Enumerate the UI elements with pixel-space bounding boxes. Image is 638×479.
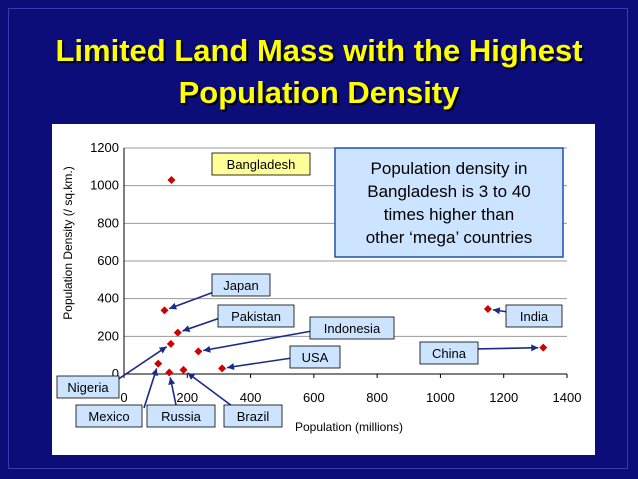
label-china: China	[419, 341, 479, 365]
x-tick-label: 1200	[489, 390, 518, 405]
label-box	[211, 152, 311, 176]
x-tick-labels: 0 200 400 600 800 1000 1200 1400	[120, 390, 581, 405]
title-line-1: Limited Land Mass with the Highest	[55, 33, 583, 68]
label-box	[419, 341, 479, 365]
arrowhead-japan	[169, 302, 177, 310]
x-tick-label: 600	[303, 390, 325, 405]
arrowhead-india	[492, 307, 501, 315]
label-mexico: Mexico	[75, 404, 143, 428]
label-brazil: Brazil	[223, 404, 283, 428]
annotation-box-bg	[334, 147, 564, 258]
x-tick-label: 800	[366, 390, 388, 405]
callout-arrows	[116, 291, 539, 409]
arrowhead-pakistan	[182, 325, 191, 332]
arrow-japan	[168, 291, 215, 310]
label-text: China	[432, 346, 467, 361]
arrowhead-mexico	[151, 368, 158, 377]
point-japan	[160, 306, 169, 315]
label-text: Japan	[223, 278, 258, 293]
label-text: USA	[302, 350, 329, 365]
x-tick-label: 1400	[553, 390, 582, 405]
label-pakistan: Pakistan	[217, 304, 295, 328]
arrow-indonesia	[203, 330, 313, 352]
label-box	[289, 345, 341, 369]
label-text: India	[520, 309, 549, 324]
label-box	[505, 304, 563, 328]
slide-title: Limited Land Mass with the Highest Popul…	[0, 30, 638, 114]
x-tick-label: 200	[176, 390, 198, 405]
point-bangladesh	[167, 176, 176, 185]
y-tick-label: 800	[97, 215, 119, 230]
arrowhead-china	[531, 344, 539, 352]
point-indonesia	[194, 347, 203, 356]
y-tick-label: 600	[97, 253, 119, 268]
y-tick-label: 0	[112, 366, 119, 381]
x-tick-label: 1000	[426, 390, 455, 405]
label-text: Nigeria	[67, 380, 109, 395]
arrow-nigeria	[116, 345, 168, 381]
annotation-box: Population density in Bangladesh is 3 to …	[334, 147, 564, 258]
label-india: India	[505, 304, 563, 328]
point-usa	[218, 364, 227, 373]
label-japan: Japan	[211, 273, 271, 297]
arrow-brazil	[187, 372, 233, 407]
y-tick-label: 1200	[90, 140, 119, 155]
arrowhead-indonesia	[203, 345, 211, 353]
label-text: Russia	[161, 409, 202, 424]
label-text: Bangladesh	[227, 157, 296, 172]
y-axis-title: Population Density (/ sq.km.)	[61, 166, 75, 319]
x-tick-label: 400	[240, 390, 262, 405]
point-india	[483, 305, 492, 314]
label-russia: Russia	[146, 404, 216, 428]
point-labels: Bangladesh Japan Pakistan Indonesia USA China…	[56, 152, 563, 428]
point-pakistan	[173, 328, 182, 337]
label-text: Indonesia	[324, 321, 381, 336]
label-text: Brazil	[237, 409, 270, 424]
label-box	[223, 404, 283, 428]
arrowhead-nigeria	[158, 346, 167, 354]
label-box	[146, 404, 216, 428]
label-text: Pakistan	[231, 309, 281, 324]
annotation-line: other ‘mega’ countries	[366, 228, 533, 247]
annotation-line: Population density in	[371, 159, 528, 178]
y-tick-label: 200	[97, 328, 119, 343]
label-box	[309, 316, 395, 340]
axes	[123, 148, 568, 378]
slide-frame	[8, 8, 628, 469]
y-tick-labels: 0 200 400 600 800 1000 1200	[90, 140, 119, 381]
y-tick-label: 1000	[90, 178, 119, 193]
point-mexico	[154, 359, 163, 368]
point-brazil	[179, 365, 188, 374]
arrowhead-brazil	[187, 372, 196, 380]
label-box	[56, 375, 120, 399]
label-usa: USA	[289, 345, 341, 369]
point-nigeria	[166, 339, 175, 348]
label-bangladesh: Bangladesh	[211, 152, 311, 176]
data-points	[154, 176, 548, 377]
point-china	[539, 343, 548, 352]
label-box	[75, 404, 143, 428]
title-line-2: Population Density	[178, 75, 460, 110]
y-tick-label: 400	[97, 291, 119, 306]
label-nigeria: Nigeria	[56, 375, 120, 399]
annotation-line: Bangladesh is 3 to 40	[367, 182, 531, 201]
point-russia	[165, 368, 174, 377]
x-tick-label: 0	[120, 390, 127, 405]
label-indonesia: Indonesia	[309, 316, 395, 340]
label-text: Mexico	[88, 409, 129, 424]
arrowhead-russia	[168, 377, 176, 385]
label-box	[211, 273, 271, 297]
arrow-usa	[226, 357, 293, 369]
annotation-line: times higher than	[384, 205, 514, 224]
label-box	[217, 304, 295, 328]
arrowhead-usa	[227, 363, 235, 371]
x-axis-title: Population (millions)	[295, 420, 403, 434]
